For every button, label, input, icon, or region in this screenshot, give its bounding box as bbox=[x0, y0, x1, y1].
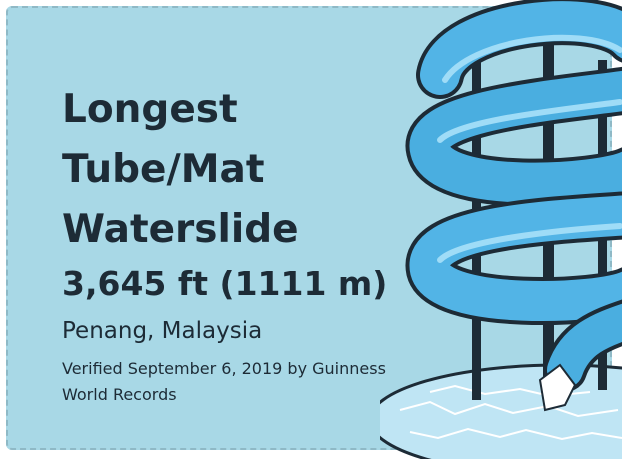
page: Longest Tube/Mat Waterslide 3,645 ft (11… bbox=[0, 0, 622, 459]
slide-art bbox=[370, 0, 622, 459]
slide-tubes bbox=[429, 21, 622, 370]
measurement: 3,645 ft (1111 m) bbox=[62, 260, 402, 308]
title-line: Longest bbox=[62, 80, 402, 140]
location: Penang, Malaysia bbox=[62, 312, 402, 350]
verification: Verified September 6, 2019 by Guinness W… bbox=[62, 356, 392, 408]
card-text: Longest Tube/Mat Waterslide 3,645 ft (11… bbox=[62, 80, 402, 408]
title-line: Waterslide bbox=[62, 200, 402, 260]
title-line: Tube/Mat bbox=[62, 140, 402, 200]
